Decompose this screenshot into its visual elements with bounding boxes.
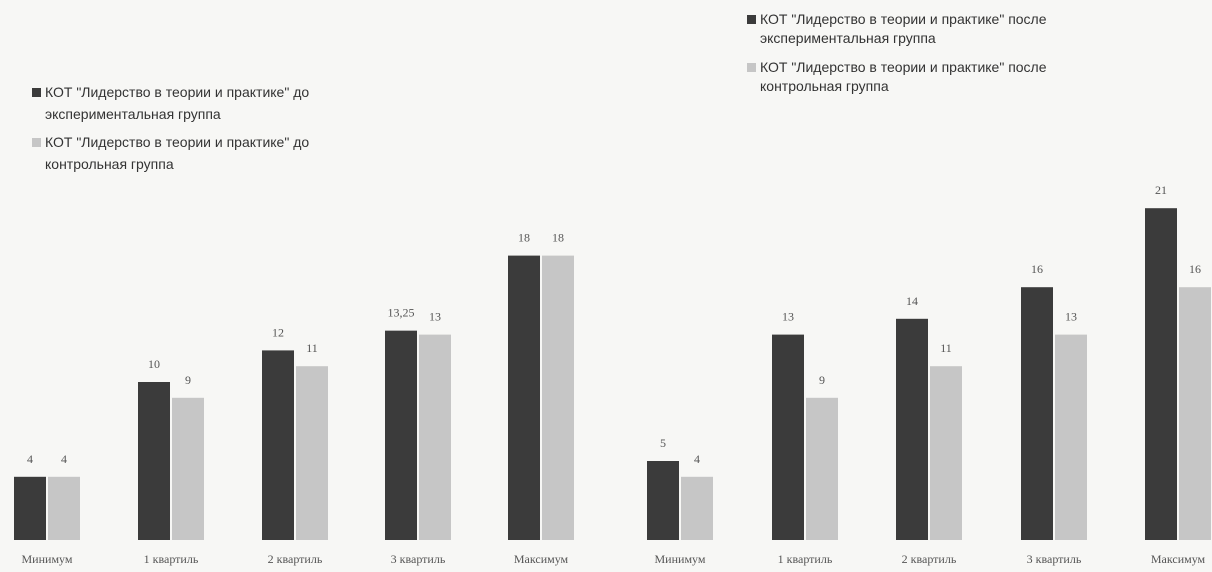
right-value-label-0-3: 16 [1031, 262, 1043, 276]
left-value-label-0-0: 4 [27, 452, 33, 466]
right-bar-0-2 [896, 318, 928, 540]
left-value-label-1-3: 13 [429, 310, 441, 324]
left-category-label-3: 3 квартиль [391, 552, 446, 566]
left-legend-swatch-1 [32, 138, 41, 147]
chart-after: КОТ "Лидерство в теории и практике" посл… [647, 11, 1211, 566]
right-category-label-0: Минимум [655, 552, 706, 566]
right-bar-0-3 [1021, 287, 1053, 540]
chart-before: КОТ "Лидерство в теории и практике" до эк… [14, 84, 574, 566]
right-bar-1-1 [806, 397, 838, 540]
right-category-label-2: 2 квартиль [902, 552, 957, 566]
left-category-label-1: 1 квартиль [144, 552, 199, 566]
left-value-label-0-1: 10 [148, 357, 160, 371]
right-value-label-1-0: 4 [694, 452, 700, 466]
right-legend-entry-0-line-0: КОТ "Лидерство в теории и практике" посл… [760, 11, 1047, 27]
left-category-label-0: Минимум [22, 552, 73, 566]
left-value-label-0-2: 12 [272, 325, 284, 339]
right-value-label-0-1: 13 [782, 310, 794, 324]
right-value-label-0-2: 14 [906, 294, 918, 308]
right-bar-0-0 [647, 461, 679, 540]
right-bar-1-0 [681, 476, 713, 540]
left-bar-1-4 [542, 255, 574, 540]
left-bar-1-0 [48, 476, 80, 540]
left-bar-0-2 [262, 350, 294, 540]
left-category-label-4: Максимум [514, 552, 569, 566]
right-legend-entry-1-line-1: контрольная группа [760, 78, 889, 94]
left-bar-0-3 [385, 330, 417, 540]
right-legend-entry-1-line-0: КОТ "Лидерство в теории и практике" посл… [760, 59, 1047, 75]
left-value-label-1-4: 18 [552, 231, 564, 245]
left-bar-0-1 [138, 382, 170, 540]
left-value-label-0-3: 13,25 [388, 306, 415, 320]
right-value-label-0-4: 21 [1155, 183, 1167, 197]
left-value-label-0-4: 18 [518, 231, 530, 245]
right-category-label-4: Максимум [1151, 552, 1206, 566]
left-value-label-1-2: 11 [306, 341, 318, 355]
left-legend-swatch-0 [32, 88, 41, 97]
left-bar-1-3 [419, 334, 451, 540]
left-bar-1-1 [172, 397, 204, 540]
left-legend-entry-0-line-1: экспериментальная группа [45, 106, 221, 122]
right-value-label-1-4: 16 [1189, 262, 1201, 276]
left-category-label-2: 2 квартиль [268, 552, 323, 566]
left-legend-entry-0-line-0: КОТ "Лидерство в теории и практике" до [45, 84, 309, 100]
right-bar-0-1 [772, 334, 804, 540]
left-value-label-1-0: 4 [61, 452, 67, 466]
right-bar-1-3 [1055, 334, 1087, 540]
right-bar-0-4 [1145, 208, 1177, 540]
right-category-label-1: 1 квартиль [778, 552, 833, 566]
left-bar-0-4 [508, 255, 540, 540]
right-value-label-0-0: 5 [660, 436, 666, 450]
right-value-label-1-2: 11 [940, 341, 952, 355]
left-legend-entry-1-line-0: КОТ "Лидерство в теории и практике" до [45, 134, 309, 150]
right-legend-entry-0-line-1: экспериментальная группа [760, 30, 936, 46]
left-bar-1-2 [296, 366, 328, 540]
right-legend-swatch-0 [747, 15, 756, 24]
left-legend-entry-1-line-1: контрольная группа [45, 156, 174, 172]
right-bar-1-4 [1179, 287, 1211, 540]
left-value-label-1-1: 9 [185, 373, 191, 387]
right-value-label-1-3: 13 [1065, 310, 1077, 324]
right-bar-1-2 [930, 366, 962, 540]
right-category-label-3: 3 квартиль [1027, 552, 1082, 566]
right-legend-swatch-1 [747, 63, 756, 72]
right-value-label-1-1: 9 [819, 373, 825, 387]
left-bar-0-0 [14, 476, 46, 540]
